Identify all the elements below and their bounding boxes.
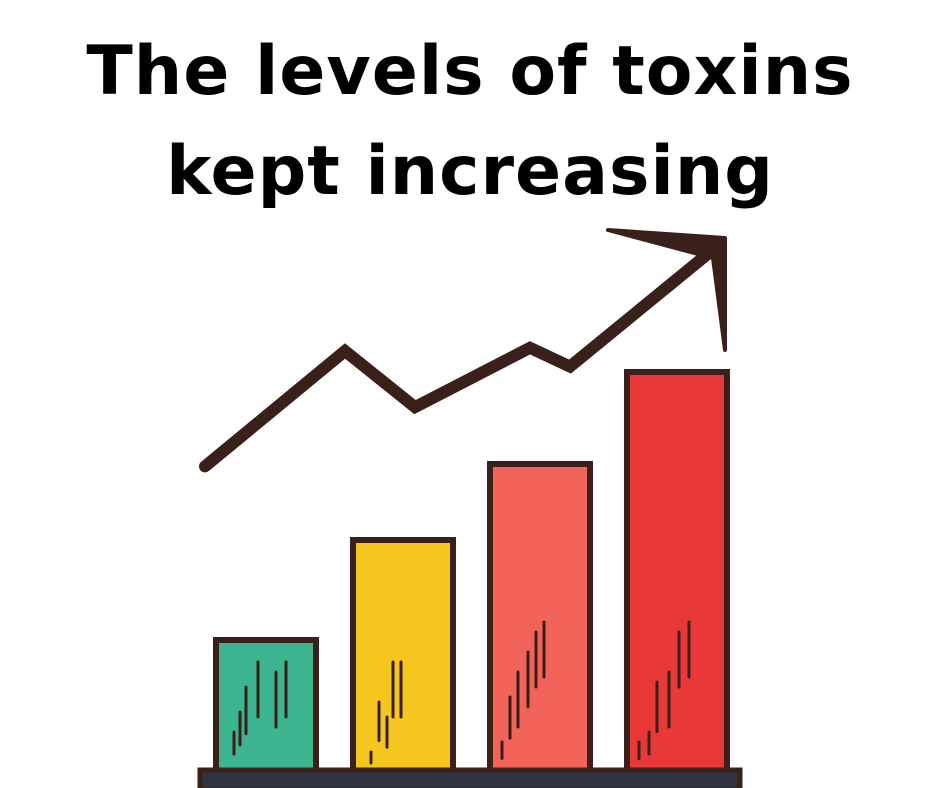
trend-arrow-head bbox=[606, 228, 727, 352]
bar-2 bbox=[350, 537, 456, 775]
title-line-1: The levels of toxins bbox=[86, 32, 854, 111]
chart-baseline bbox=[197, 767, 743, 788]
bar-1 bbox=[213, 637, 319, 775]
title-line-2: kept increasing bbox=[166, 132, 774, 211]
trend-arrow-line bbox=[199, 242, 721, 473]
bar-3 bbox=[487, 461, 593, 775]
page-title: The levels of toxins kept increasing bbox=[0, 22, 940, 222]
bar-4 bbox=[624, 369, 730, 775]
